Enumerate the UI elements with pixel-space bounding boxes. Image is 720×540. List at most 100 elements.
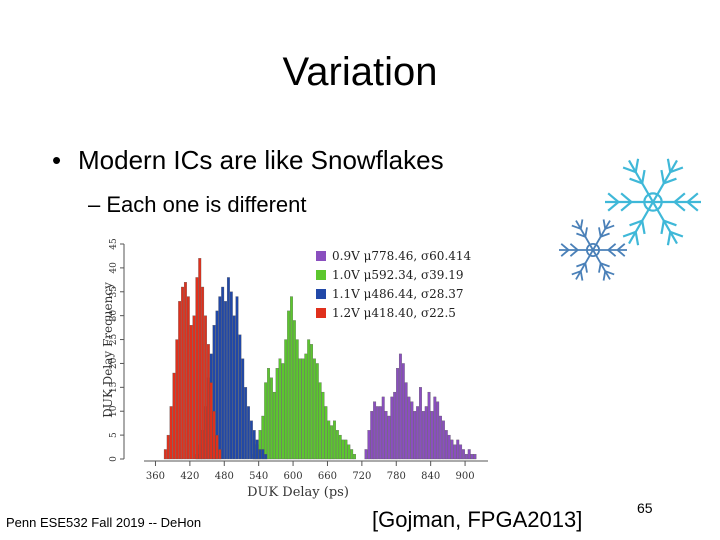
- bar-1.2V-455: [209, 382, 213, 460]
- bar-1.2V-450: [206, 344, 210, 460]
- snowflake-large-icon: [605, 158, 701, 246]
- bar-1.0V-700: [350, 449, 354, 460]
- bar-1.0V-630: [310, 344, 313, 460]
- bar-1.1V-500: [235, 296, 239, 460]
- bar-0.9V-730: [367, 430, 371, 460]
- bar-1.0V-590: [287, 310, 291, 460]
- bar-0.9V-880: [453, 444, 457, 460]
- bar-1.1V-470: [218, 296, 222, 460]
- y-axis-label: DUK Delay Frequency: [101, 282, 115, 418]
- bar-0.9V-890: [459, 444, 463, 460]
- y-tick-label: 5: [109, 432, 119, 438]
- bar-1.0V-685: [341, 439, 345, 460]
- y-tick-label: 30: [109, 310, 119, 322]
- bar-0.9V-860: [441, 420, 445, 460]
- bar-1.0V-605: [295, 339, 299, 460]
- y-tick-label: 10: [109, 405, 119, 417]
- bar-1.1V-480: [224, 301, 227, 460]
- legend-swatch: [316, 289, 326, 299]
- bar-0.9V-910: [470, 454, 474, 460]
- bar-1.0V-580: [281, 363, 285, 460]
- bar-0.9V-815: [416, 406, 420, 460]
- bar-0.9V-820: [419, 387, 422, 460]
- bar-1.1V-525: [249, 420, 253, 460]
- bullet-1: • Modern ICs are like Snowflakes: [52, 145, 444, 176]
- bar-1.0V-610: [298, 358, 302, 460]
- bar-0.9V-835: [427, 391, 431, 460]
- bar-1.1V-475: [221, 286, 225, 460]
- bar-0.9V-850: [436, 401, 440, 460]
- bar-1.0V-560: [269, 377, 273, 460]
- bar-0.9V-760: [384, 411, 388, 460]
- y-tick-label: 25: [109, 334, 119, 346]
- y-tick-label: 45: [109, 238, 119, 250]
- bar-1.1V-545: [261, 449, 265, 460]
- legend-entry: 1.1V μ486.44, σ28.37: [332, 287, 464, 301]
- bar-0.9V-765: [387, 415, 391, 460]
- x-tick-label: 420: [180, 471, 199, 482]
- bar-1.0V-615: [301, 358, 305, 460]
- bar-1.1V-495: [232, 315, 236, 460]
- bar-1.2V-395: [175, 339, 179, 460]
- legend-entry: 1.2V μ418.40, σ22.5: [332, 306, 456, 320]
- bar-0.9V-855: [439, 415, 442, 460]
- bar-1.0V-640: [315, 363, 319, 460]
- y-tick-label: 15: [109, 381, 119, 393]
- bar-1.0V-695: [347, 444, 351, 460]
- bar-0.9V-895: [462, 449, 465, 460]
- bar-1.2V-400: [178, 301, 182, 460]
- bar-1.0V-550: [264, 382, 268, 460]
- bar-1.0V-585: [284, 339, 288, 460]
- bar-0.9V-905: [467, 449, 471, 460]
- bar-0.9V-830: [424, 406, 428, 460]
- snowflake-images: [559, 158, 701, 281]
- bar-0.9V-840: [430, 411, 434, 460]
- histogram-bars: [163, 258, 477, 460]
- bar-1.0V-680: [338, 434, 342, 460]
- series-1.1V: [195, 277, 268, 460]
- legend-entry: 1.0V μ592.34, σ39.19: [332, 268, 464, 282]
- bar-1.1V-490: [229, 291, 233, 460]
- x-tick-label: 600: [284, 471, 303, 482]
- bar-1.2V-460: [212, 411, 216, 460]
- x-tick-label: 840: [421, 471, 440, 482]
- snowflake-small-icon: [559, 219, 627, 281]
- y-tick-label: 0: [109, 456, 119, 462]
- bar-1.2V-430: [195, 277, 199, 460]
- legend: 0.9V μ778.46, σ60.414 1.0V μ592.34, σ39.1…: [306, 244, 488, 328]
- bar-1.0V-660: [327, 420, 331, 460]
- bar-0.9V-900: [464, 454, 468, 460]
- bar-1.0V-565: [272, 391, 276, 460]
- histogram-chart: 360 420 480 540 600 660 720 780 840 900 0 5 10 15 20 2…: [101, 238, 488, 500]
- bar-0.9V-875: [450, 439, 454, 460]
- bar-0.9V-885: [456, 439, 460, 460]
- bar-1.0V-595: [290, 296, 293, 460]
- bar-1.2V-390: [172, 372, 176, 460]
- bar-1.2V-435: [198, 258, 202, 460]
- bullet-1-text: Modern ICs are like Snowflakes: [78, 145, 444, 175]
- bar-0.9V-770: [390, 396, 394, 460]
- bar-0.9V-805: [410, 401, 414, 460]
- x-tick-label: 660: [318, 471, 337, 482]
- bar-0.9V-795: [404, 382, 408, 460]
- x-tick-label: 480: [215, 471, 234, 482]
- legend-entry: 0.9V μ778.46, σ60.414: [332, 249, 472, 263]
- legend-box: [306, 244, 488, 328]
- legend-swatch: [316, 270, 326, 280]
- bar-0.9V-865: [444, 430, 448, 460]
- bar-1.2V-385: [169, 406, 173, 460]
- y-axis: 0 5 10 15 20 25 30 35 40 45: [109, 238, 125, 462]
- bar-1.0V-675: [335, 430, 339, 460]
- bar-1.1V-505: [238, 334, 242, 460]
- page-title: Variation: [282, 50, 438, 94]
- x-tick-label: 780: [387, 471, 406, 482]
- bar-1.2V-425: [192, 315, 196, 460]
- bar-1.1V-515: [244, 387, 248, 460]
- bar-0.9V-915: [473, 454, 477, 460]
- series-1.2V: [163, 258, 222, 460]
- x-tick-label: 900: [456, 471, 475, 482]
- bar-0.9V-845: [433, 396, 437, 460]
- bar-1.0V-575: [278, 358, 282, 460]
- bar-1.0V-620: [304, 353, 308, 460]
- bar-1.1V-520: [247, 406, 250, 460]
